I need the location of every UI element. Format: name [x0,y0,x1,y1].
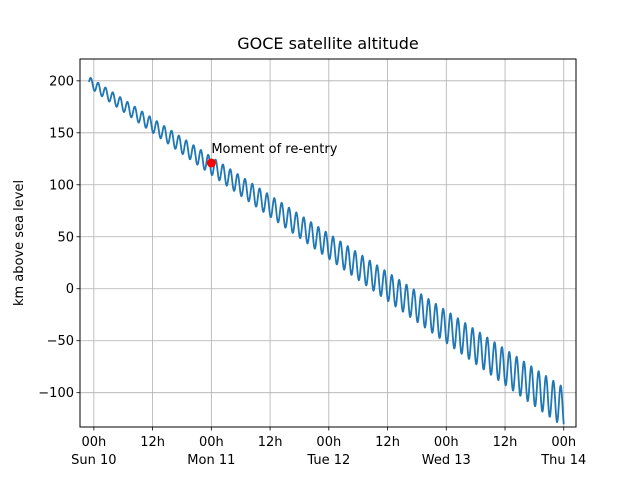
y-tick-label: 0 [66,282,74,297]
x-tick-label: 00h [199,435,224,450]
annotation-label: Moment of re-entry [211,142,337,157]
axes-frame [79,58,577,428]
reentry-marker [206,158,216,168]
y-tick-label: 100 [49,178,74,193]
y-tick-label: 150 [49,126,74,141]
x-tick-label: 12h [375,435,400,450]
y-tick-label: 200 [49,74,74,89]
x-tick-label: 00h [81,435,106,450]
x-tick-sublabel: Wed 13 [422,453,471,468]
x-tick-sublabel: Thu 14 [540,453,586,468]
chart-title: GOCE satellite altitude [237,34,419,53]
axis-ticks: 200 150 100 50 0 −50 −100 00h Sun 10 12h 00h Mon 11… [38,74,586,468]
x-tick-label: 00h [551,435,576,450]
y-tick-label: −100 [38,386,74,401]
x-tick-label: 00h [316,435,341,450]
x-tick-label: 00h [434,435,459,450]
y-axis-label: km above sea level [12,180,27,306]
altitude-line [88,76,565,425]
x-tick-label: 12h [493,435,518,450]
x-tick-sublabel: Sun 10 [71,453,116,468]
x-tick-label: 12h [258,435,283,450]
x-tick-sublabel: Mon 11 [187,453,235,468]
y-tick-label: −50 [47,334,74,349]
x-tick-label: 12h [140,435,165,450]
grid [80,59,576,427]
x-tick-sublabel: Tue 12 [306,453,350,468]
plot-area [88,76,565,425]
y-tick-label: 50 [57,230,74,245]
